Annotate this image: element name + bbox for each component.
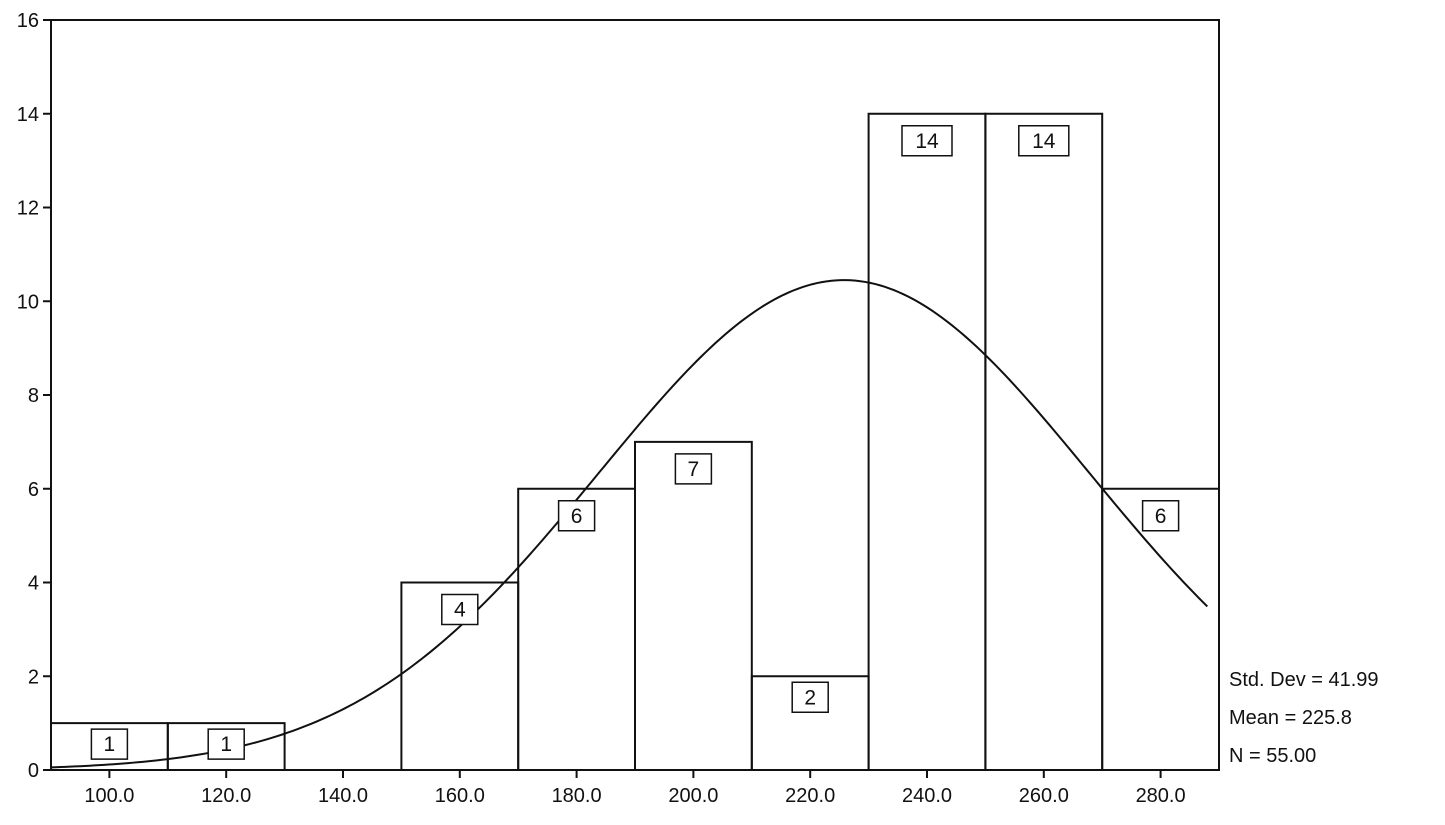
y-tick-label: 0 xyxy=(28,760,39,782)
x-tick-label: 200.0 xyxy=(668,785,718,807)
x-tick-label: 220.0 xyxy=(785,785,835,807)
y-tick-label: 16 xyxy=(17,10,39,32)
bar-count-box xyxy=(1018,125,1070,157)
bar-count-box xyxy=(791,681,829,713)
x-tick-label: 180.0 xyxy=(552,785,602,807)
mean-label: Mean = 225.8 xyxy=(1229,707,1352,729)
bar-count-text: 2 xyxy=(804,686,816,709)
x-tick-label: 100.0 xyxy=(84,785,134,807)
bar-count-label: 1 xyxy=(207,728,245,760)
x-axis: 100.0 120.0 140.0 160.0 180.0 200.0 220.0 240.0… xyxy=(84,770,1186,807)
bar-count-label: 2 xyxy=(791,681,829,713)
bar-count-text: 6 xyxy=(1155,505,1167,528)
bar-count-text: 14 xyxy=(1032,130,1056,153)
bar-count-label: 6 xyxy=(557,500,596,532)
bar-count-label: 7 xyxy=(674,453,713,485)
bar-count-label: 1 xyxy=(90,728,129,760)
y-tick-label: 4 xyxy=(28,573,39,595)
histogram-bar xyxy=(634,440,753,771)
y-tick-label: 10 xyxy=(17,291,39,313)
x-tick-label: 240.0 xyxy=(902,785,952,807)
bar-count-box xyxy=(207,728,245,760)
bar-count-box xyxy=(674,453,713,485)
y-axis: 0 2 4 6 8 10 12 14 16 xyxy=(17,10,51,782)
y-tick-label: 6 xyxy=(28,479,39,501)
x-tick-label: 120.0 xyxy=(201,785,251,807)
bar-count-text: 6 xyxy=(571,505,583,528)
x-tick-label: 280.0 xyxy=(1136,785,1186,807)
bar-count-label: 14 xyxy=(1018,125,1070,157)
bar-count-text: 4 xyxy=(454,599,466,622)
x-tick-label: 140.0 xyxy=(318,785,368,807)
bar-count-box xyxy=(901,125,953,157)
x-tick-label: 260.0 xyxy=(1019,785,1069,807)
bar-count-label: 14 xyxy=(901,125,953,157)
bar-count-label: 4 xyxy=(441,593,479,626)
n-label: N = 55.00 xyxy=(1229,745,1316,767)
bar-count-box xyxy=(90,728,129,760)
bar-count-label: 6 xyxy=(1141,500,1180,532)
bar-count-box xyxy=(441,593,479,626)
histogram-bar xyxy=(984,112,1104,771)
bar-count-text: 1 xyxy=(104,733,116,756)
y-tick-label: 2 xyxy=(28,666,39,688)
y-tick-label: 12 xyxy=(17,198,39,220)
normal-curve xyxy=(50,279,1209,769)
bar-count-box xyxy=(1141,500,1180,532)
y-tick-label: 14 xyxy=(17,104,39,126)
bar-count-box xyxy=(557,500,596,532)
bar-count-text: 1 xyxy=(220,733,232,756)
std-dev-label: Std. Dev = 41.99 xyxy=(1229,669,1379,691)
histogram-bar xyxy=(867,112,987,771)
y-tick-label: 8 xyxy=(28,385,39,407)
bars-layer xyxy=(50,112,1220,771)
bar-count-text: 7 xyxy=(688,458,700,481)
bar-count-text: 14 xyxy=(915,130,939,153)
x-tick-label: 160.0 xyxy=(435,785,485,807)
stats-box: Std. Dev = 41.99 Mean = 225.8 N = 55.00 xyxy=(1229,669,1379,767)
